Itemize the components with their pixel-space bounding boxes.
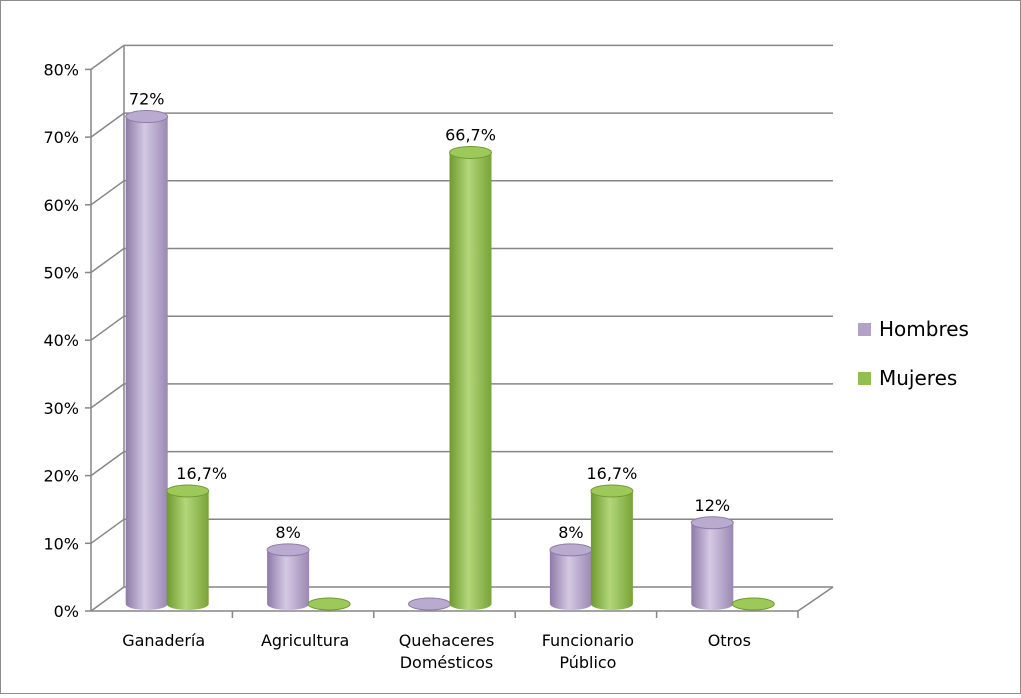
bar-top: [166, 484, 210, 498]
bar-body: [549, 549, 592, 610]
y-tick-label: 70%: [43, 128, 79, 147]
x-tick-label: Otros: [708, 631, 751, 650]
bar-top: [266, 543, 310, 557]
y-tick-label: 50%: [43, 264, 79, 283]
y-tick-label: 20%: [43, 467, 79, 486]
data-label: 8%: [275, 523, 300, 542]
y-tick-label: 0%: [54, 602, 79, 621]
legend-swatch: [858, 323, 871, 336]
y-tick-label: 40%: [43, 331, 79, 350]
gridline-side: [90, 586, 125, 612]
gridline-side: [90, 44, 125, 71]
bar-body: [125, 116, 168, 610]
bar: [590, 484, 634, 610]
data-label: 66,7%: [445, 125, 496, 144]
data-label: 72%: [129, 90, 165, 109]
bar-top: [307, 597, 351, 611]
bar: [690, 516, 734, 610]
bar-top: [449, 145, 492, 159]
x-axis-ticks: Ganadería Agricultura Quehaceres Domésticos…: [122, 611, 799, 672]
bar: [266, 543, 310, 610]
floor-edge: [797, 586, 834, 612]
bar-body: [267, 549, 310, 610]
gridline-side: [90, 247, 125, 274]
bar-body: [166, 490, 209, 610]
data-labels: 72% 8% 8% 12% 16,7% 66,7% 16,7%: [129, 90, 730, 542]
legend: Hombres Mujeres: [858, 317, 969, 390]
x-tick-label: Funcionario: [542, 631, 634, 650]
bar-top: [125, 110, 169, 124]
bar: [408, 597, 451, 611]
y-tick-label: 60%: [43, 196, 79, 215]
legend-swatch: [858, 372, 871, 385]
gridline-side: [90, 112, 125, 138]
y-axis-ticks: 0% 10% 20% 30% 40% 50% 60% 70% 80%: [43, 60, 91, 621]
data-label: 8%: [558, 523, 583, 542]
bar-body: [449, 152, 492, 611]
x-tick-label: Quehaceres: [399, 631, 495, 650]
data-label: 12%: [695, 496, 731, 515]
bar: [125, 110, 169, 610]
bar-top: [590, 484, 634, 498]
legend-label: Hombres: [879, 317, 969, 341]
legend-label: Mujeres: [879, 366, 957, 390]
bar: [449, 145, 492, 611]
y-tick-label: 10%: [43, 534, 79, 553]
bar-body: [691, 522, 734, 610]
gridline-side: [90, 450, 125, 477]
bar-top: [549, 543, 593, 557]
bar: [166, 484, 210, 610]
bar-body: [590, 490, 633, 610]
x-tick-label: Agricultura: [261, 631, 349, 650]
y-tick-label: 80%: [43, 60, 79, 79]
data-label: 16,7%: [176, 464, 227, 483]
gridline-side: [90, 315, 125, 341]
gridline-side: [90, 383, 125, 409]
bar: [549, 543, 593, 610]
gridline-side: [90, 180, 125, 206]
x-tick-label: Domésticos: [400, 653, 494, 672]
x-tick-label: Ganadería: [122, 631, 205, 650]
bar-top: [731, 597, 775, 611]
x-tick-label: Público: [559, 653, 616, 672]
gridline-side: [90, 518, 125, 544]
y-tick-label: 30%: [43, 399, 79, 418]
data-label: 16,7%: [586, 464, 637, 483]
bar: [307, 597, 351, 611]
bar: [731, 597, 775, 611]
bars: [125, 110, 775, 611]
bar-top: [408, 597, 451, 611]
bar-top: [690, 516, 734, 530]
